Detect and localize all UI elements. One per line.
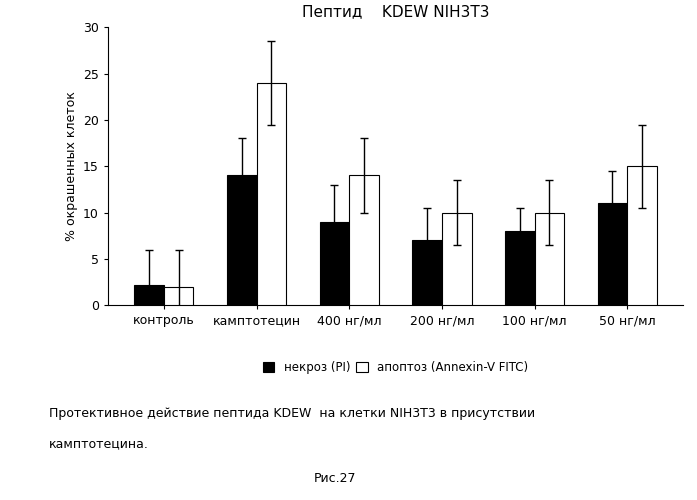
Bar [256,83,286,305]
Bar [535,212,565,305]
Legend: некроз (PI), апоптоз (Annexin-V FITC): некроз (PI), апоптоз (Annexin-V FITC) [263,361,528,374]
Y-axis label: % окрашенных клеток: % окрашенных клеток [65,92,77,241]
Bar [135,284,164,305]
Bar [597,203,627,305]
Bar [505,231,535,305]
Bar [412,240,442,305]
Bar [627,166,657,305]
Bar [227,176,256,305]
Text: камптотецина.: камптотецина. [49,438,148,450]
Bar [164,286,194,305]
Bar [349,176,379,305]
Text: Рис.27: Рис.27 [314,472,355,486]
Text: Протективное действие пептида KDEW  на клетки NIH3T3 в присутствии: Протективное действие пептида KDEW на кл… [49,408,535,420]
Bar [442,212,472,305]
Bar [319,222,349,305]
Title: Пептид    KDEW NIH3T3: Пептид KDEW NIH3T3 [302,4,489,20]
